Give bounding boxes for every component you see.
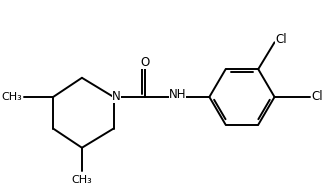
Text: CH₃: CH₃: [2, 92, 22, 102]
Text: NH: NH: [169, 88, 186, 101]
Text: N: N: [112, 90, 121, 103]
Text: CH₃: CH₃: [71, 175, 92, 185]
Text: Cl: Cl: [311, 90, 322, 103]
Text: Cl: Cl: [275, 33, 287, 46]
Text: O: O: [141, 56, 150, 69]
